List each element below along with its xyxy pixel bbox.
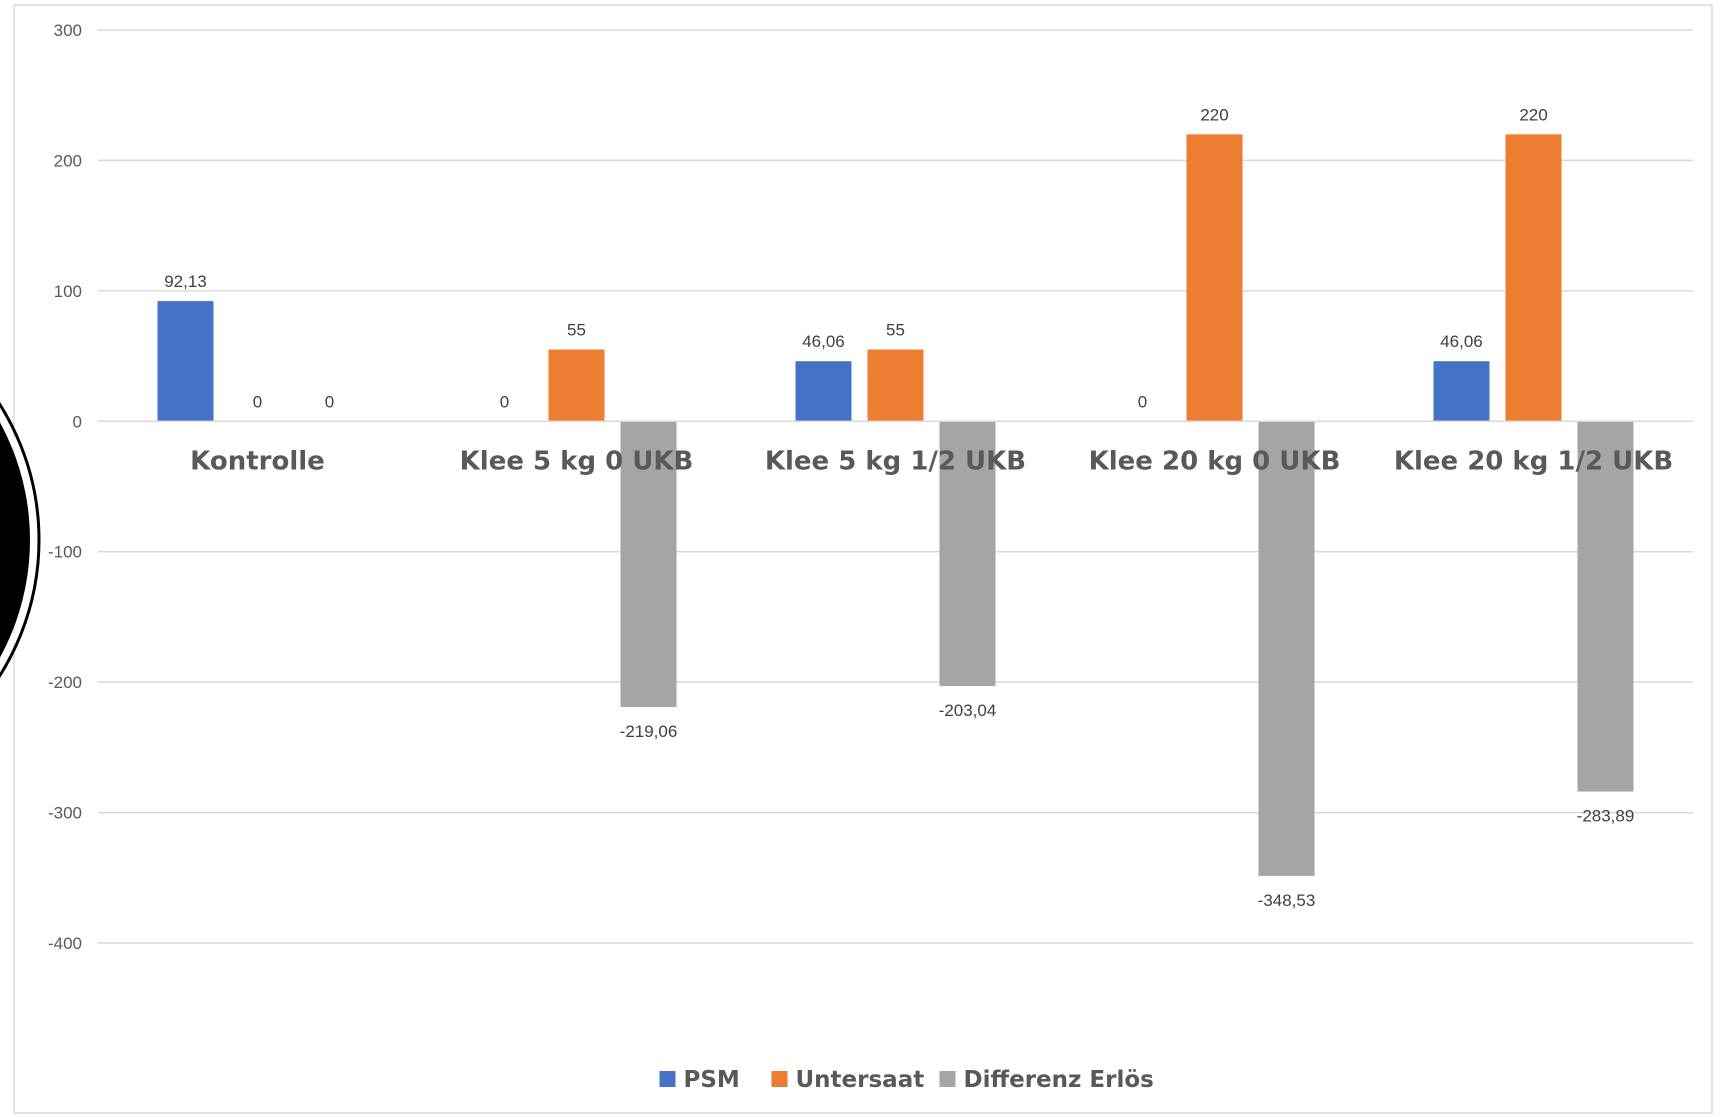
data-label: -203,04: [939, 701, 997, 720]
legend-item: Differenz Erlös: [939, 1067, 1154, 1093]
legend-item: Untersaat: [771, 1067, 925, 1093]
legend-label: Differenz Erlös: [964, 1067, 1154, 1093]
bar: [1505, 134, 1562, 422]
y-tick-label: 300: [54, 21, 82, 40]
decorative-ring: [0, 402, 41, 678]
data-label: 220: [1519, 105, 1547, 124]
bar: [1577, 421, 1634, 792]
chart-border: [13, 4, 1713, 1114]
legend-label: Untersaat: [796, 1067, 925, 1093]
y-tick-label: -100: [48, 543, 82, 562]
y-tick-label: 100: [54, 282, 82, 301]
bar: [867, 349, 924, 422]
bar: [548, 349, 605, 422]
bar: [939, 421, 996, 687]
bar: [795, 361, 852, 422]
bar: [1258, 421, 1315, 876]
legend: PSM Untersaat Differenz Erlös: [659, 1067, 1154, 1093]
y-tick-label: 200: [54, 151, 82, 170]
data-label: -283,89: [1577, 807, 1635, 826]
category-label: Kontrolle: [190, 446, 325, 476]
category-label: Klee 5 kg 0 UKB: [460, 446, 694, 476]
legend-swatch: [659, 1071, 676, 1087]
data-label: -219,06: [620, 722, 678, 741]
data-label: -348,53: [1258, 891, 1316, 910]
y-tick-label: 0: [73, 412, 82, 431]
legend-label: PSM: [684, 1067, 740, 1093]
data-labels: 92,13 0 0 0 55 -219,06 46,06 55 -203,04 0 220 -348,…: [164, 105, 1634, 910]
data-label: 55: [567, 321, 586, 340]
legend-swatch: [771, 1071, 788, 1087]
category-labels: Kontrolle Klee 5 kg 0 UKB Klee 5 kg 1/2 UK…: [190, 446, 1673, 476]
data-label: 0: [325, 392, 334, 411]
y-axis-ticks: 300 200 100 0 -100 -200 -300 -400: [48, 21, 82, 953]
bar: [1186, 134, 1243, 422]
data-label: 0: [253, 392, 262, 411]
data-label: 55: [886, 321, 905, 340]
data-label: 46,06: [802, 332, 845, 351]
y-tick-label: -300: [48, 804, 82, 823]
legend-swatch: [939, 1071, 956, 1087]
legend-item: PSM: [659, 1067, 740, 1093]
data-label: 220: [1200, 105, 1228, 124]
bar: [157, 301, 214, 422]
category-label: Klee 20 kg 0 UKB: [1089, 446, 1341, 476]
data-label: 46,06: [1440, 332, 1483, 351]
data-label: 0: [1138, 392, 1147, 411]
y-tick-label: -400: [48, 934, 82, 953]
bar: [1433, 361, 1490, 422]
y-tick-label: -200: [48, 673, 82, 692]
data-label: 0: [500, 392, 509, 411]
data-label: 92,13: [164, 272, 207, 291]
bars: [157, 134, 1634, 876]
category-label: Klee 20 kg 1/2 UKB: [1394, 446, 1673, 476]
category-label: Klee 5 kg 1/2 UKB: [765, 446, 1026, 476]
bar: [620, 421, 677, 708]
